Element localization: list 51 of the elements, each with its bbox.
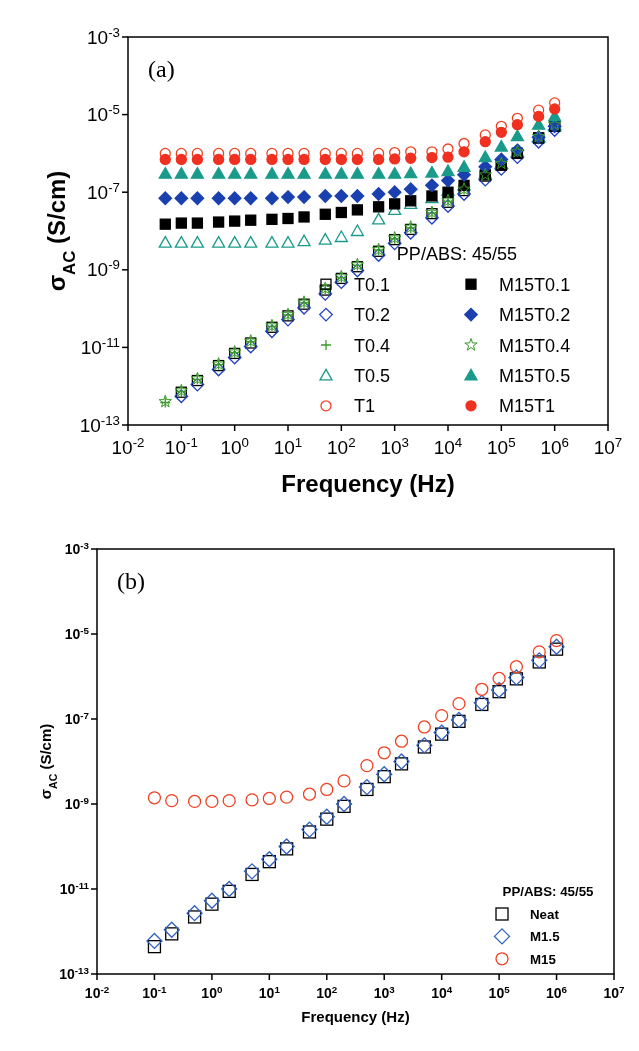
x-tick-label: 10$^{6}$ <box>540 434 569 458</box>
legend-label: T1 <box>354 396 376 417</box>
legend-label: T0.2 <box>354 305 391 326</box>
y-tick-label: 10$^{-13}$ <box>59 964 90 982</box>
y-tick-label: 10$^{-3}$ <box>87 24 120 48</box>
x-tick-label: 10$^{4}$ <box>433 434 463 458</box>
x-tick-label: 10$^{2}$ <box>327 434 356 458</box>
legend-label: M15T0.2 <box>499 305 571 326</box>
x-tick-label: 10$^{-2}$ <box>84 983 110 1001</box>
x-tick-label: 10$^{3}$ <box>380 434 409 458</box>
x-tick-label: 10$^{-2}$ <box>111 434 145 458</box>
y-tick-label: 10$^{-13}$ <box>79 412 120 436</box>
legend-label: T0.5 <box>354 366 391 387</box>
y-tick-label: 10$^{-3}$ <box>64 539 90 557</box>
x-tick-label: 10$^{2}$ <box>316 983 338 1001</box>
x-axis-title: Frequency (Hz) <box>281 470 455 498</box>
y-tick-label: 10$^{-5}$ <box>64 624 90 642</box>
x-tick-label: 10$^{0}$ <box>201 983 223 1001</box>
legend-label: T0.1 <box>354 274 391 295</box>
legend-label: M15T0.4 <box>499 335 571 356</box>
legend-label: Neat <box>530 906 560 922</box>
legend-label: M1.5 <box>530 929 561 945</box>
legend-label: M15T1 <box>499 396 556 417</box>
x-tick-label: 10$^{4}$ <box>431 983 453 1001</box>
x-tick-label: 10$^{7}$ <box>593 434 623 458</box>
legend-label: T0.4 <box>354 335 391 356</box>
x-tick-label: 10$^{1}$ <box>258 983 281 1001</box>
y-tick-label: 10$^{-9}$ <box>87 256 120 281</box>
annotation: (a) <box>148 56 175 82</box>
y-tick-label: 10$^{-9}$ <box>64 794 90 812</box>
y-tick-label: 10$^{-11}$ <box>59 879 90 897</box>
annotation: (b) <box>117 568 145 594</box>
x-tick-label: 10$^{6}$ <box>546 983 568 1001</box>
legend-title: PP/ABS: 45/55 <box>502 884 595 900</box>
x-tick-label: 10$^{-1}$ <box>164 434 198 458</box>
x-tick-label: 10$^{-1}$ <box>142 983 168 1001</box>
legend-label: M15T0.1 <box>499 274 571 295</box>
x-tick-label: 10$^{3}$ <box>373 983 396 1001</box>
x-tick-label: 10$^{7}$ <box>603 983 626 1001</box>
y-tick-label: 10$^{-11}$ <box>80 334 120 359</box>
y-tick-label: 10$^{-5}$ <box>87 101 120 126</box>
legend-label: M15T0.5 <box>499 366 571 387</box>
x-tick-label: 10$^{1}$ <box>273 434 303 458</box>
x-axis-title: Frequency (Hz) <box>301 1008 410 1025</box>
legend-label: M15 <box>530 951 557 967</box>
y-tick-label: 10$^{-7}$ <box>64 709 90 727</box>
legend-title: PP/ABS: 45/55 <box>396 243 518 264</box>
x-tick-label: 10$^{5}$ <box>488 983 511 1001</box>
y-tick-label: 10$^{-7}$ <box>87 179 120 203</box>
x-tick-label: 10$^{5}$ <box>487 434 516 458</box>
x-tick-label: 10$^{0}$ <box>220 434 249 458</box>
